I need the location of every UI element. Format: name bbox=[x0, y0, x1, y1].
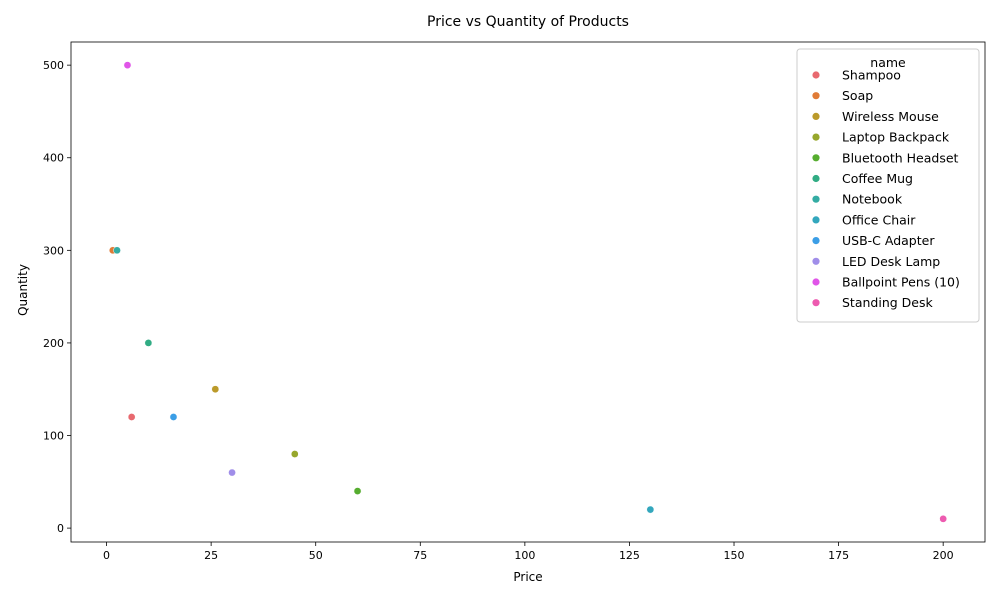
legend-entry-label: Wireless Mouse bbox=[842, 109, 939, 124]
legend-entry-label: Office Chair bbox=[842, 212, 916, 227]
y-axis-title: Quantity bbox=[16, 264, 30, 316]
y-axis: 0 100 200 300 400 500 bbox=[43, 59, 71, 535]
legend-marker bbox=[812, 216, 820, 224]
data-point bbox=[113, 246, 121, 255]
legend-marker bbox=[812, 278, 820, 286]
legend-box bbox=[796, 48, 980, 323]
x-tick-label: 200 bbox=[933, 549, 954, 562]
legend-marker bbox=[812, 92, 820, 100]
y-tick-label: 400 bbox=[43, 152, 64, 165]
x-tick-label: 150 bbox=[724, 549, 745, 562]
x-axis: 0 25 50 75 100 125 150 175 200 bbox=[103, 542, 954, 562]
legend-entry-label: Ballpoint Pens (10) bbox=[842, 275, 960, 290]
legend-entry-label: Standing Desk bbox=[842, 295, 933, 310]
x-tick-label: 0 bbox=[103, 549, 110, 562]
y-tick-label: 200 bbox=[43, 337, 64, 350]
legend-entry-label: Notebook bbox=[842, 192, 903, 207]
legend-entry-label: Soap bbox=[842, 88, 873, 103]
legend-entry-label: LED Desk Lamp bbox=[842, 254, 940, 269]
plot-area bbox=[70, 41, 986, 543]
y-tick-label: 500 bbox=[43, 59, 64, 72]
x-tick-label: 175 bbox=[828, 549, 849, 562]
x-tick-label: 125 bbox=[619, 549, 640, 562]
chart-title: Price vs Quantity of Products bbox=[427, 14, 629, 30]
x-tick-label: 100 bbox=[514, 549, 535, 562]
legend-marker bbox=[812, 195, 820, 203]
data-point bbox=[228, 468, 236, 477]
data-point bbox=[211, 385, 220, 394]
plot-frame bbox=[70, 41, 986, 543]
y-tick-label: 100 bbox=[43, 430, 64, 443]
x-tick-label: 25 bbox=[204, 549, 218, 562]
data-point bbox=[939, 515, 948, 523]
x-tick-label: 50 bbox=[309, 549, 323, 562]
legend-entry-label: Coffee Mug bbox=[842, 171, 913, 186]
data-point bbox=[144, 339, 153, 347]
data-point bbox=[123, 61, 132, 69]
data-point bbox=[353, 487, 362, 495]
legend-marker bbox=[812, 299, 820, 307]
legend-marker bbox=[812, 71, 820, 79]
x-axis-title: Price bbox=[513, 570, 542, 584]
legend-marker bbox=[812, 174, 820, 183]
legend-entry-label: USB-C Adapter bbox=[842, 233, 935, 248]
data-point bbox=[169, 413, 178, 421]
x-tick-label: 75 bbox=[413, 549, 427, 562]
legend-entry-label: Bluetooth Headset bbox=[842, 150, 959, 165]
legend-entry-label: Shampoo bbox=[842, 68, 901, 83]
legend-title: name bbox=[870, 55, 906, 70]
y-tick-label: 300 bbox=[43, 244, 64, 257]
data-point bbox=[290, 450, 299, 458]
legend-marker bbox=[812, 112, 820, 120]
data-point bbox=[127, 413, 136, 421]
legend-marker bbox=[812, 237, 820, 245]
data-point bbox=[646, 505, 655, 514]
legend-marker bbox=[812, 257, 820, 265]
legend-entry-label: Laptop Backpack bbox=[842, 130, 950, 145]
data-points bbox=[108, 61, 948, 523]
legend-marker bbox=[812, 133, 820, 141]
legend-marker bbox=[812, 154, 820, 162]
y-tick-label: 0 bbox=[57, 522, 64, 535]
